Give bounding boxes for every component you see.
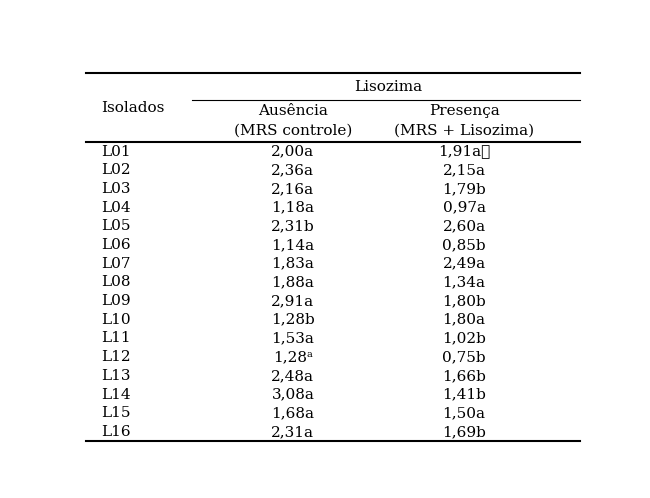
Text: L04: L04 [101,201,131,215]
Text: 2,31b: 2,31b [271,219,315,234]
Text: 2,31a: 2,31a [271,425,315,439]
Text: L12: L12 [101,350,131,364]
Text: 1,68a: 1,68a [271,406,315,420]
Text: L15: L15 [101,406,131,420]
Text: L03: L03 [101,182,131,196]
Text: 2,36a: 2,36a [271,163,315,177]
Text: 1,28ᵃ: 1,28ᵃ [273,350,313,364]
Text: L14: L14 [101,387,131,401]
Text: L13: L13 [101,369,131,383]
Text: 2,49a: 2,49a [443,256,486,271]
Text: L07: L07 [101,256,131,271]
Text: L01: L01 [101,144,131,158]
Text: 3,08a: 3,08a [272,387,314,401]
Text: L02: L02 [101,163,131,177]
Text: 2,60a: 2,60a [443,219,486,234]
Text: 1,53a: 1,53a [272,332,314,346]
Text: L09: L09 [101,294,131,308]
Text: 1,28b: 1,28b [271,313,315,327]
Text: L08: L08 [101,275,131,289]
Text: 2,16a: 2,16a [271,182,315,196]
Text: 1,50a: 1,50a [443,406,486,420]
Text: 1,80a: 1,80a [443,313,486,327]
Text: 1,80b: 1,80b [442,294,486,308]
Text: 1,41b: 1,41b [442,387,486,401]
Text: 1,83a: 1,83a [272,256,314,271]
Text: L11: L11 [101,332,131,346]
Text: Ausência
(MRS controle): Ausência (MRS controle) [233,105,352,138]
Text: 1,34a: 1,34a [443,275,486,289]
Text: L10: L10 [101,313,131,327]
Text: 1,18a: 1,18a [271,201,315,215]
Text: Presença
(MRS + Lisozima): Presença (MRS + Lisozima) [394,105,534,138]
Text: 1,79b: 1,79b [442,182,486,196]
Text: 2,00a: 2,00a [271,144,315,158]
Text: 1,69b: 1,69b [442,425,486,439]
Text: 0,97a: 0,97a [443,201,486,215]
Text: 1,91a★: 1,91a★ [438,144,490,158]
Text: L06: L06 [101,238,131,252]
Text: 2,91a: 2,91a [271,294,315,308]
Text: 2,15a: 2,15a [443,163,486,177]
Text: Isolados: Isolados [101,101,165,115]
Text: L16: L16 [101,425,131,439]
Text: Lisozima: Lisozima [354,80,422,94]
Text: 1,02b: 1,02b [442,332,486,346]
Text: 0,75b: 0,75b [442,350,486,364]
Text: 2,48a: 2,48a [271,369,315,383]
Text: 0,85b: 0,85b [442,238,486,252]
Text: L05: L05 [101,219,131,234]
Text: 1,66b: 1,66b [442,369,486,383]
Text: 1,14a: 1,14a [271,238,315,252]
Text: 1,88a: 1,88a [272,275,314,289]
